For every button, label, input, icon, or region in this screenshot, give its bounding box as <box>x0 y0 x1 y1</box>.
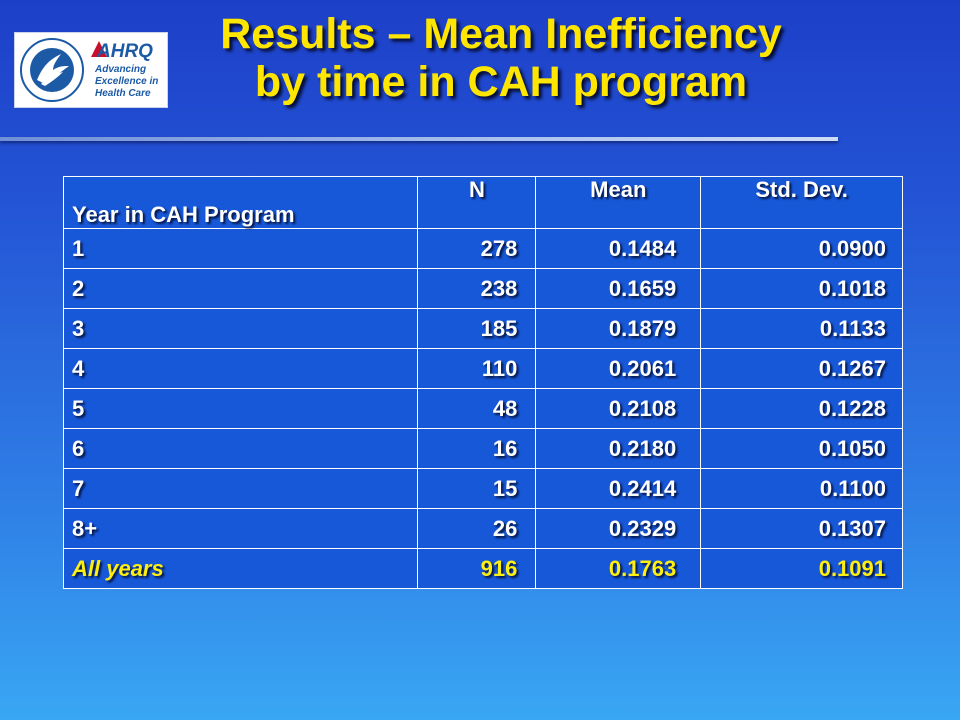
ahrq-tagline-3: Health Care <box>95 88 151 99</box>
year-cell: 7 <box>62 468 419 509</box>
n-cell: 26 <box>417 508 537 549</box>
std-dev-cell: 0.1050 <box>700 428 903 469</box>
std-dev-cell: 0.1018 <box>700 268 903 309</box>
ahrq-logo-text: AHRQ <box>96 41 153 62</box>
mean-cell: 0.2329 <box>535 508 702 549</box>
std-dev-cell: 0.1307 <box>700 508 903 549</box>
table-row: 6 16 0.2180 0.1050 <box>62 428 903 469</box>
n-cell: 185 <box>417 308 537 349</box>
std-dev-cell: 0.1091 <box>700 548 903 589</box>
n-cell: 278 <box>417 228 537 269</box>
header-std-dev: Std. Dev. <box>700 176 903 229</box>
table-row: 7 15 0.2414 0.1100 <box>62 468 903 509</box>
hhs-eagle-seal-icon <box>20 38 84 102</box>
year-cell: 5 <box>62 388 419 429</box>
ahrq-tagline-2: Excellence in <box>95 76 158 87</box>
slide-title: Results – Mean Inefficiency by time in C… <box>176 10 826 106</box>
year-cell: 1 <box>62 228 419 269</box>
year-cell: 4 <box>62 348 419 389</box>
slide-title-line-1: Results – Mean Inefficiency <box>220 10 782 58</box>
header-n: N <box>417 176 537 229</box>
ahrq-tagline-1: Advancing <box>94 64 146 75</box>
table-row: 1 278 0.1484 0.0900 <box>62 228 903 269</box>
year-cell: 2 <box>62 268 419 309</box>
table-row: 5 48 0.2108 0.1228 <box>62 388 903 429</box>
std-dev-cell: 0.0900 <box>700 228 903 269</box>
table-row: 3 185 0.1879 0.1133 <box>62 308 903 349</box>
table-row: 2 238 0.1659 0.1018 <box>62 268 903 309</box>
n-cell: 916 <box>417 548 537 589</box>
mean-cell: 0.2180 <box>535 428 702 469</box>
n-cell: 238 <box>417 268 537 309</box>
mean-cell: 0.2061 <box>535 348 702 389</box>
mean-cell: 0.2414 <box>535 468 702 509</box>
n-cell: 110 <box>417 348 537 389</box>
year-cell: 8+ <box>62 508 419 549</box>
year-cell: 6 <box>62 428 419 469</box>
n-cell: 16 <box>417 428 537 469</box>
mean-cell: 0.2108 <box>535 388 702 429</box>
header-mean: Mean <box>535 176 702 229</box>
slide-title-line-2: by time in CAH program <box>254 58 748 106</box>
table-total-row: All years 916 0.1763 0.1091 <box>62 548 903 589</box>
std-dev-cell: 0.1100 <box>700 468 903 509</box>
results-table: Year in CAH Program N Mean Std. Dev. 1 27… <box>62 176 903 589</box>
hhs-ahrq-logo: AHRQ Advancing Excellence in Health Care <box>14 32 168 108</box>
n-cell: 48 <box>417 388 537 429</box>
year-cell: All years <box>62 548 419 589</box>
std-dev-cell: 0.1133 <box>700 308 903 349</box>
std-dev-cell: 0.1267 <box>700 348 903 389</box>
header-year-in-cah-program: Year in CAH Program <box>62 176 419 229</box>
ahrq-wordmark: AHRQ Advancing Excellence in Health Care <box>91 41 158 99</box>
mean-cell: 0.1484 <box>535 228 702 269</box>
mean-cell: 0.1659 <box>535 268 702 309</box>
n-cell: 15 <box>417 468 537 509</box>
table-row: 8+ 26 0.2329 0.1307 <box>62 508 903 549</box>
mean-cell: 0.1879 <box>535 308 702 349</box>
mean-cell: 0.1763 <box>535 548 702 589</box>
table-header-row: Year in CAH Program N Mean Std. Dev. <box>62 176 903 229</box>
title-divider <box>0 137 838 141</box>
table-body: 1 278 0.1484 0.0900 2 238 0.1659 0.1018 3 185 0.18… <box>62 228 903 589</box>
std-dev-cell: 0.1228 <box>700 388 903 429</box>
table-row: 4 110 0.2061 0.1267 <box>62 348 903 389</box>
year-cell: 3 <box>62 308 419 349</box>
